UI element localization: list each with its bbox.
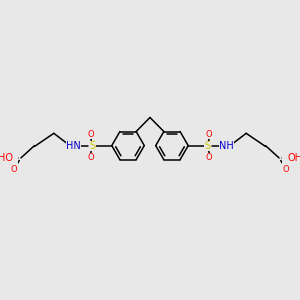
- Text: O: O: [206, 152, 213, 161]
- Text: O: O: [206, 130, 213, 139]
- Text: HN: HN: [66, 141, 80, 151]
- Text: NH: NH: [220, 141, 234, 151]
- Text: OH: OH: [287, 153, 300, 163]
- Text: O: O: [87, 130, 94, 139]
- Text: O: O: [11, 165, 17, 174]
- Text: HO: HO: [0, 153, 13, 163]
- Text: O: O: [283, 165, 290, 174]
- Text: S: S: [205, 141, 211, 151]
- Text: O: O: [87, 152, 94, 161]
- Text: S: S: [89, 141, 95, 151]
